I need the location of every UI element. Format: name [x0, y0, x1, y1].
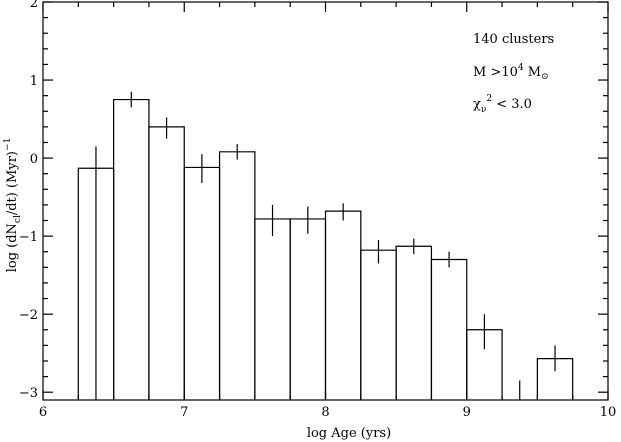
- x-tick-label: 7: [180, 405, 188, 420]
- annotation-chi-symbol: χ: [473, 97, 481, 112]
- y-tick-label: −2: [19, 308, 38, 323]
- annotation-clusters: 140 clusters: [473, 32, 554, 47]
- annotation-sun-symbol: ⊙: [541, 72, 549, 82]
- x-tick-label: 6: [39, 405, 47, 420]
- histogram-bin: [218, 151, 256, 400]
- annotation-mass: M >104 M⊙: [473, 63, 549, 82]
- histogram-bin: [360, 249, 397, 400]
- x-axis-label: log Age (yrs): [307, 426, 391, 441]
- histogram-bin: [289, 218, 327, 400]
- y-tick-label: 2: [30, 0, 38, 11]
- y-tick-label: 1: [30, 74, 38, 89]
- y-axis-label-prefix: log (dN: [5, 223, 20, 272]
- y-tick-label: −1: [19, 230, 38, 245]
- histogram-bin: [395, 245, 433, 400]
- y-tick-label: −3: [19, 386, 38, 401]
- annotation-mass-prefix: M >10: [473, 65, 518, 80]
- x-tick-label: 10: [600, 405, 617, 420]
- annotation-chi-square: χν2 < 3.0: [473, 94, 532, 115]
- x-tick-label: 8: [321, 405, 329, 420]
- annotation-mass-exponent: 4: [518, 63, 524, 73]
- annotation-mass-suffix: M: [524, 65, 541, 80]
- x-tick-label: 9: [463, 405, 471, 420]
- y-axis-label: log (dNcl/dt) (Myr)−1: [3, 138, 23, 273]
- histogram-bin: [430, 258, 468, 400]
- histogram-bin: [183, 166, 221, 400]
- annotation-chi-rest: < 3.0: [492, 97, 532, 112]
- annotation-chi-subscript: ν: [481, 105, 486, 115]
- histogram-bin: [254, 218, 291, 400]
- histogram-bin: [148, 126, 185, 400]
- histogram-bin: [113, 98, 150, 400]
- y-tick-label: 0: [30, 152, 38, 167]
- histogram-bin: [324, 210, 362, 400]
- y-axis-label-superscript: −1: [3, 138, 13, 151]
- y-axis-label-subscript: cl: [13, 215, 23, 223]
- annotation-chi-superscript: 2: [486, 94, 492, 104]
- y-axis-label-middle: /dt) (Myr): [5, 151, 20, 215]
